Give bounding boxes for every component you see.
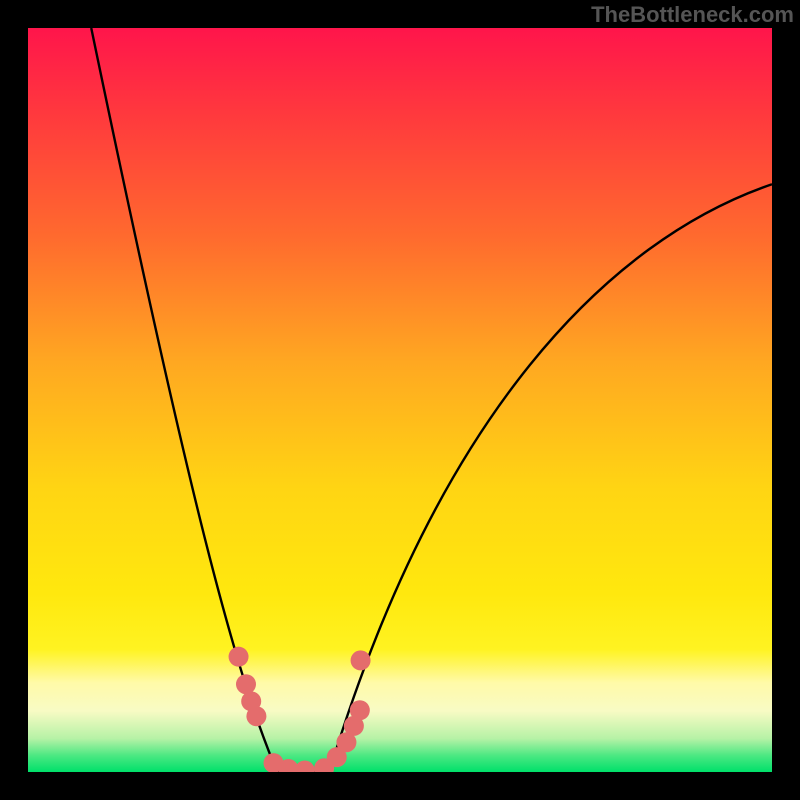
- data-marker: [351, 650, 371, 670]
- chart-svg: [28, 28, 772, 772]
- chart-background: [28, 28, 772, 772]
- data-marker: [246, 706, 266, 726]
- attribution-text: TheBottleneck.com: [591, 2, 794, 28]
- data-marker: [229, 647, 249, 667]
- data-marker: [236, 674, 256, 694]
- chart-plot-area: [28, 28, 772, 772]
- data-marker: [350, 700, 370, 720]
